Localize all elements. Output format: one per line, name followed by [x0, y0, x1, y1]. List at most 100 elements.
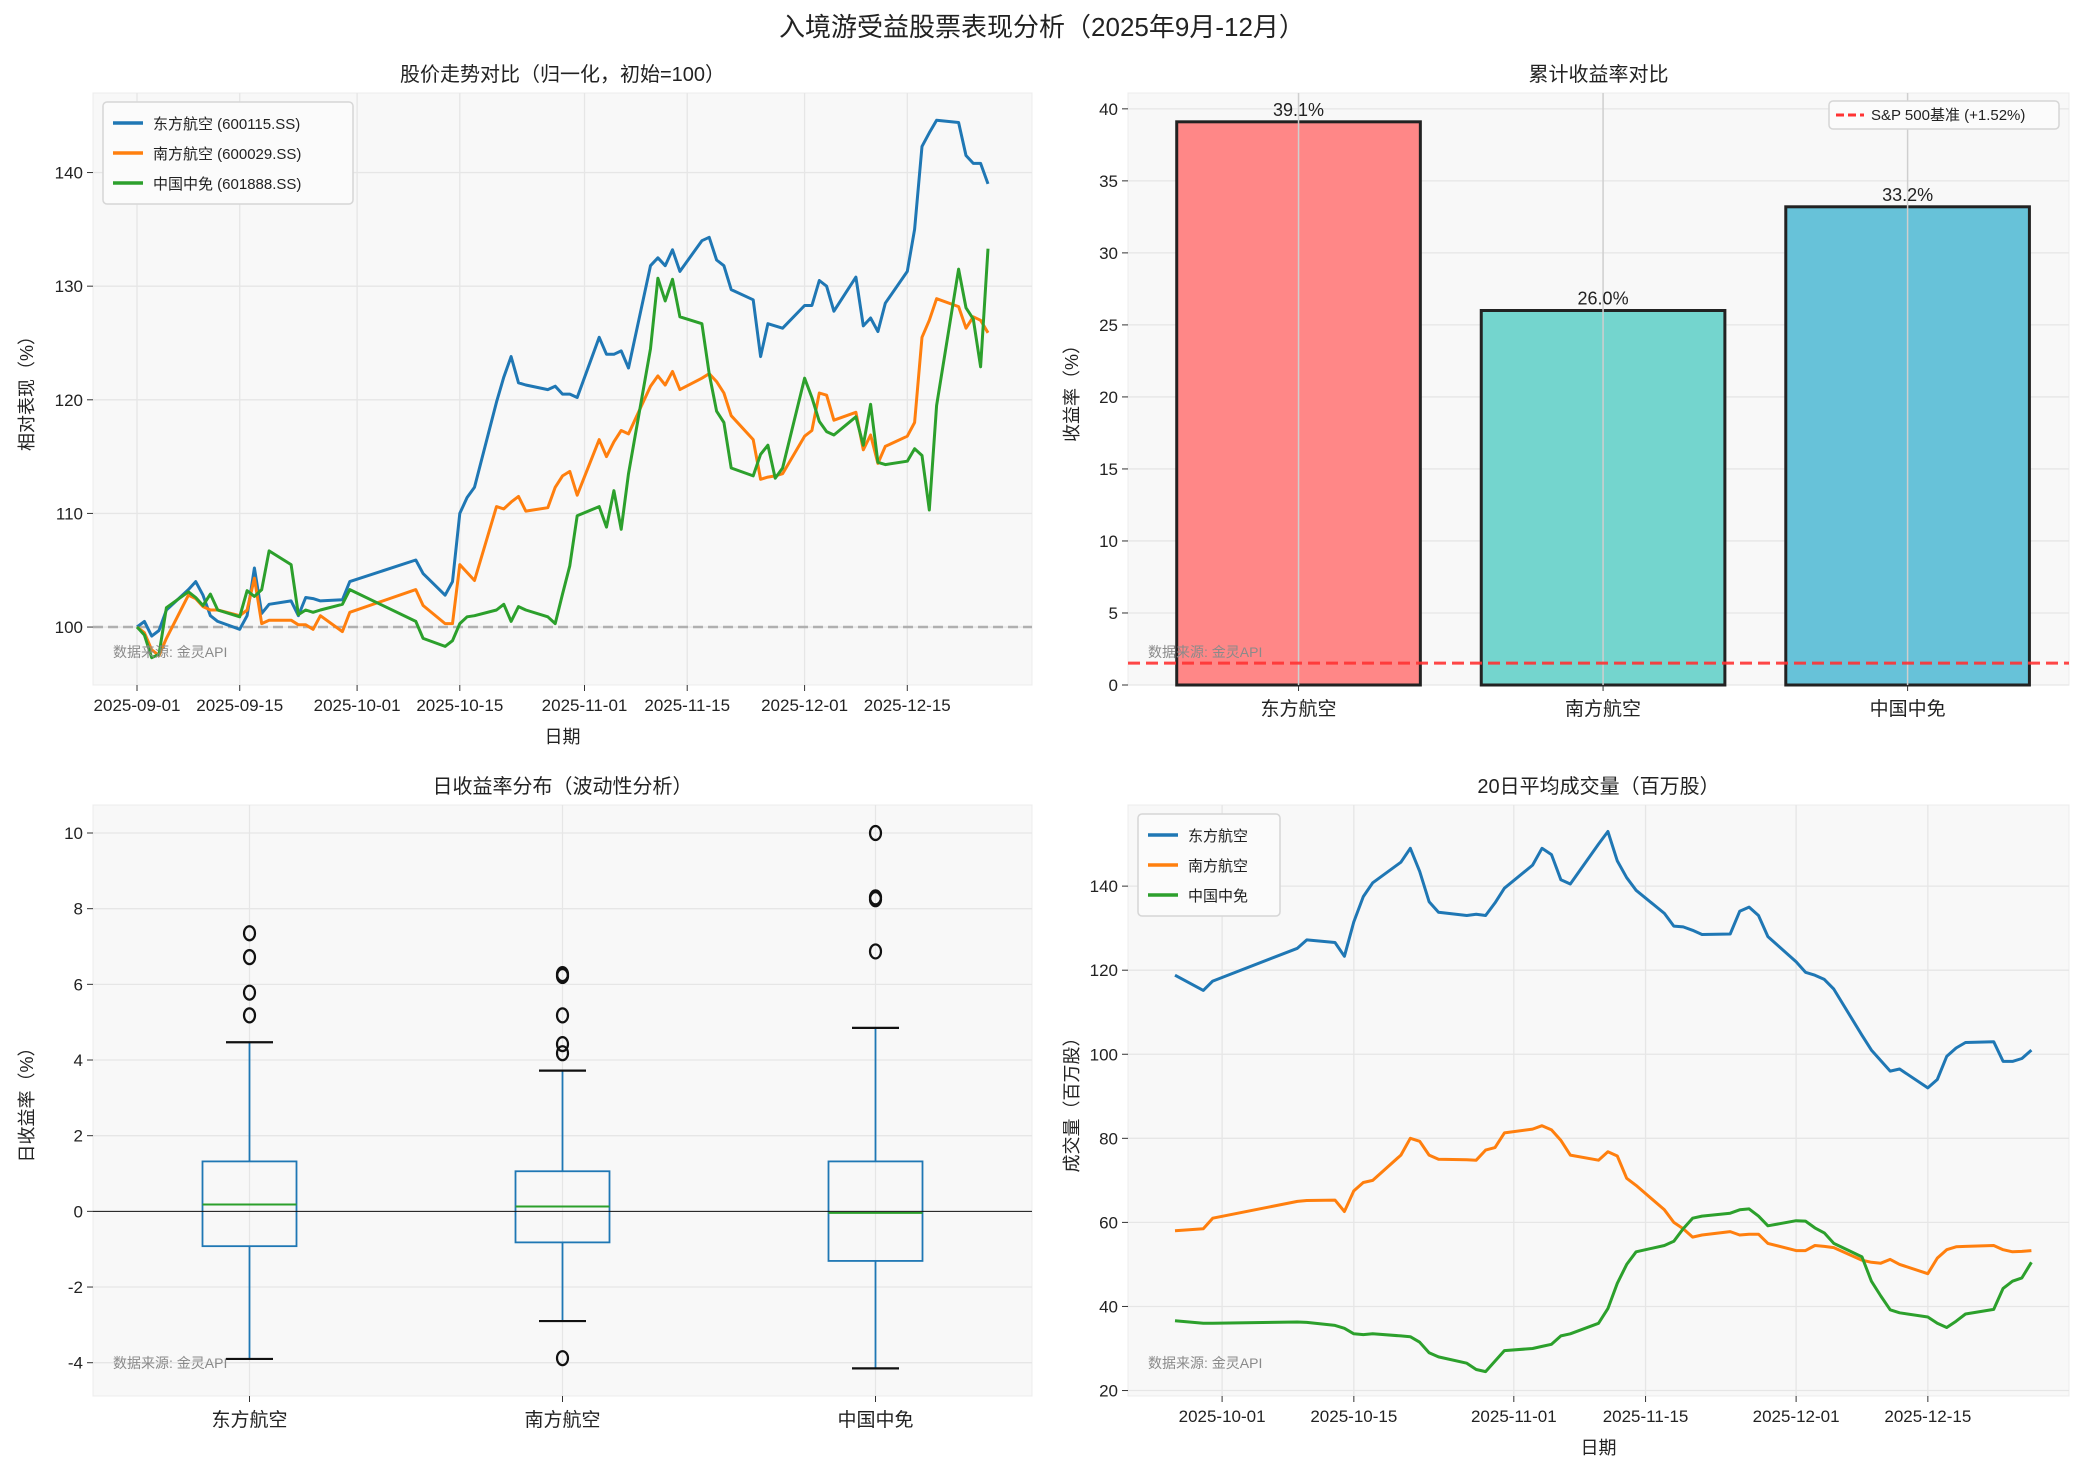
outlier-point	[868, 824, 883, 842]
watermark: 数据来源: 金灵API	[113, 644, 227, 660]
series-line-2	[1174, 1124, 2032, 1276]
x-tick-label: 2025-11-15	[1603, 1407, 1689, 1426]
outlier-point	[555, 1350, 570, 1367]
y-tick-label: 40	[1099, 100, 1118, 119]
subplot-title: 日收益率分布（波动性分析）	[433, 775, 693, 798]
y-tick-label: 110	[56, 504, 83, 523]
x-tick-label: 2025-10-15	[1310, 1407, 1397, 1426]
legend-label: 南方航空 (600029.SS)	[153, 146, 301, 163]
figure-title: 入境游受益股票表现分析（2025年9月-12月）	[779, 12, 1305, 42]
outlier-point	[555, 966, 570, 983]
bar-value-label: 39.1%	[1273, 100, 1324, 120]
x-tick-label: 2025-11-15	[644, 696, 730, 715]
x-tick-label: 2025-12-01	[761, 696, 848, 715]
outlier-point	[242, 925, 257, 942]
y-tick-label: 100	[1090, 1045, 1118, 1064]
legend: 东方航空 (600115.SS) 南方航空 (600029.SS) 中国中免 (60…	[102, 101, 354, 205]
x-axis-label: 日期	[1581, 1438, 1617, 1458]
outlier-point	[242, 1007, 257, 1024]
plot-area	[1127, 804, 2070, 1397]
y-tick-label: 60	[1099, 1213, 1118, 1232]
y-tick-label: 6	[74, 975, 83, 994]
bar-value-label: 33.2%	[1882, 185, 1933, 205]
y-tick-label: 120	[55, 391, 83, 410]
x-tick-label: 2025-11-01	[1471, 1407, 1557, 1426]
x-tick-label: 2025-12-15	[864, 696, 951, 715]
y-tick-label: 100	[55, 618, 83, 637]
watermark: 数据来源: 金灵API	[113, 1355, 227, 1371]
series-line-1	[136, 118, 990, 638]
y-axis-label: 相对表现（%）	[17, 327, 37, 451]
y-tick-label: 15	[1099, 460, 1118, 479]
legend-box	[1137, 813, 1281, 917]
subplot-title: 20日平均成交量（百万股）	[1477, 775, 1719, 798]
y-tick-label: 140	[1090, 877, 1118, 896]
watermark: 数据来源: 金灵API	[1148, 644, 1262, 660]
y-axis-label: 收益率（%）	[1062, 336, 1082, 442]
y-tick-label: 35	[1099, 172, 1118, 191]
x-tick-label: 2025-12-01	[1753, 1407, 1840, 1426]
y-tick-label: 120	[1090, 961, 1118, 980]
y-tick-label: 8	[74, 900, 83, 919]
legend-label: 中国中免	[1188, 888, 1248, 905]
y-tick-label: 30	[1099, 244, 1118, 263]
y-axis-label: 日收益率（%）	[17, 1038, 37, 1162]
y-tick-label: 130	[55, 277, 83, 296]
outlier-point	[242, 984, 257, 1001]
x-tick-label: 南方航空	[524, 1409, 600, 1431]
y-tick-label: 2	[74, 1127, 83, 1146]
series-line-3	[135, 248, 990, 660]
watermark: 数据来源: 金灵API	[1148, 1355, 1262, 1371]
y-tick-label: -4	[68, 1354, 83, 1373]
subplot-title: 累计收益率对比	[1529, 63, 1669, 86]
x-tick-label: 2025-09-01	[94, 696, 181, 715]
y-tick-label: 5	[1109, 604, 1118, 623]
y-tick-label: 25	[1099, 316, 1118, 335]
y-tick-label: 80	[1099, 1129, 1118, 1148]
legend-label: 中国中免 (601888.SS)	[153, 176, 301, 193]
outlier-point	[555, 1007, 570, 1024]
y-tick-label: 20	[1099, 388, 1118, 407]
outlier-point	[868, 889, 883, 906]
y-tick-label: 20	[1099, 1382, 1118, 1401]
x-tick-label: 2025-10-15	[416, 696, 503, 715]
outlier-point	[242, 949, 257, 966]
x-axis-label: 日期	[545, 727, 581, 747]
subplot-1: 股价走势对比（归一化，初始=100） 100 110 120 130 140 相对表现（%）…	[17, 63, 1033, 747]
x-tick-label: 2025-11-01	[542, 696, 628, 715]
y-tick-label: 10	[1099, 532, 1118, 551]
series-line-3	[1174, 1207, 2033, 1374]
x-tick-label: 东方航空	[1261, 698, 1337, 720]
subplot-4: 20日平均成交量（百万股） 20 40 60 80 100 120 140 成交量（百万股） 日期…	[1062, 775, 2070, 1458]
x-tick-label: 2025-09-15	[196, 696, 283, 715]
subplot-2: 累计收益率对比 0 5 10 15 20 25 30 35 40 收益率（%） 东方航空 39.1% 南方…	[1062, 63, 2070, 720]
legend-box	[1828, 100, 2060, 130]
y-tick-label: 0	[1109, 676, 1118, 695]
series-line-1	[1174, 830, 2033, 1090]
x-tick-label: 中国中免	[1870, 698, 1946, 720]
legend-label: 东方航空 (600115.SS)	[153, 116, 300, 133]
y-axis-label: 成交量（百万股）	[1062, 1029, 1082, 1173]
legend-label: S&P 500基准 (+1.52%)	[1871, 107, 2025, 124]
bar-value-label: 26.0%	[1578, 288, 1629, 308]
x-tick-label: 南方航空	[1565, 698, 1641, 720]
outlier-point	[555, 1036, 570, 1053]
legend-box	[102, 101, 354, 205]
outlier-point	[555, 1045, 570, 1062]
legend-label: 南方航空	[1188, 858, 1248, 875]
x-tick-label: 2025-10-01	[1179, 1407, 1266, 1426]
x-tick-label: 2025-10-01	[314, 696, 401, 715]
y-tick-label: 4	[74, 1051, 83, 1070]
y-tick-label: 10	[64, 824, 83, 843]
x-tick-label: 东方航空	[211, 1409, 287, 1431]
subplot-title: 股价走势对比（归一化，初始=100）	[400, 63, 725, 86]
y-tick-label: -2	[68, 1278, 83, 1297]
legend-label: 东方航空	[1188, 828, 1248, 845]
y-tick-label: 40	[1099, 1297, 1118, 1316]
x-tick-label: 2025-12-15	[1884, 1407, 1971, 1426]
y-tick-label: 140	[55, 164, 83, 183]
subplot-3: 日收益率分布（波动性分析） -4 -2 0 2 4 6 8 10 日收益率（%） 东方航空 南方航空 中…	[17, 775, 1033, 1431]
series-line-2	[136, 297, 990, 657]
